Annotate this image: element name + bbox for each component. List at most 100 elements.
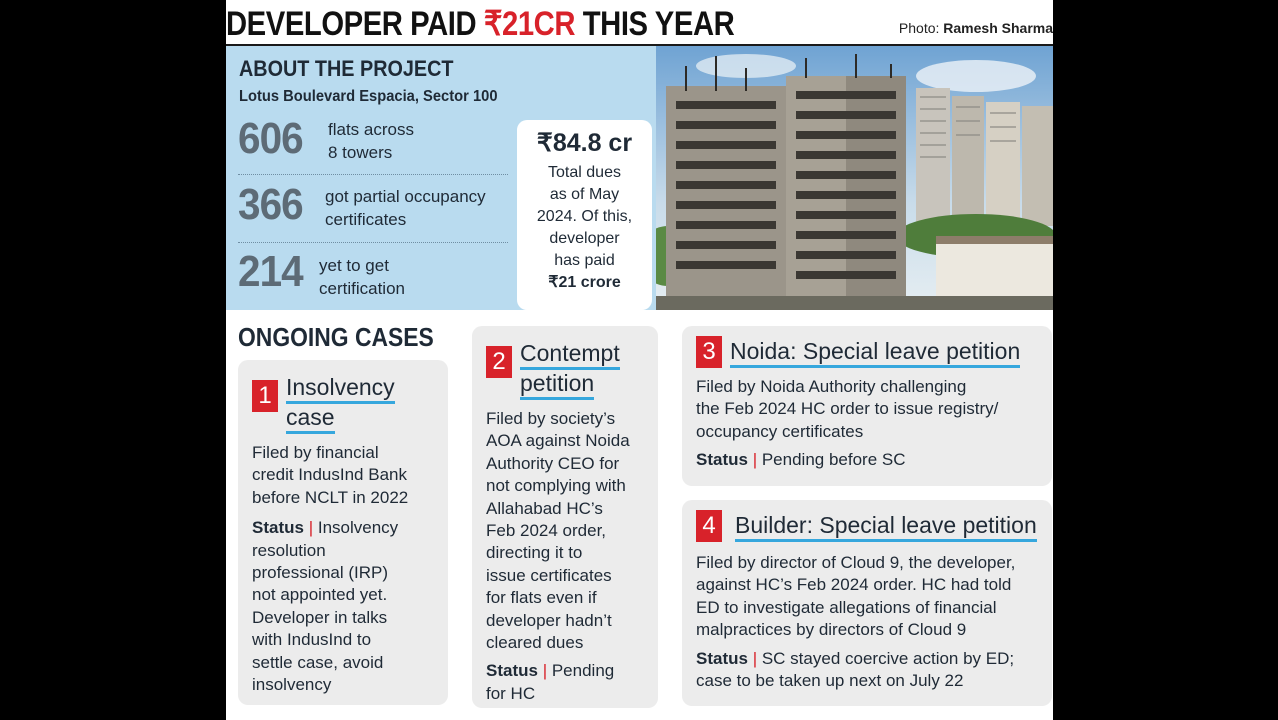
headline-highlight: ₹21CR: [483, 5, 576, 43]
status-label: Status: [252, 518, 304, 538]
case-body: Filed by society’s AOA against Noida Aut…: [486, 408, 656, 705]
stat-partial-occupancy: 366 got partial occupancy certificates: [238, 180, 508, 240]
photo-credit: Photo: Ramesh Sharma: [899, 20, 1053, 36]
case-title: Noida: Special leave petition: [730, 336, 1021, 368]
case-body-line: Authority CEO for: [486, 453, 620, 473]
total-dues-line: developer: [549, 230, 620, 247]
case-card-4: 4 Builder: Special leave petition Filed …: [682, 500, 1052, 706]
stat-divider: [238, 174, 508, 175]
project-photo: [656, 46, 1053, 310]
headline: DEVELOPER PAID ₹21CR THIS YEAR: [226, 4, 735, 44]
status-line: not appointed yet.: [252, 585, 388, 605]
headline-part2: THIS YEAR: [575, 5, 735, 43]
stat-text-line: got partial occupancy: [325, 187, 486, 206]
stat-text-line: certification: [319, 279, 405, 298]
case-body-line: against HC’s Feb 2024 order. HC had told: [696, 575, 1012, 595]
status-line: Pending before SC: [761, 450, 906, 470]
case-body-line: Allahabad HC’s: [486, 498, 603, 518]
case-body-line: Filed by Noida Authority challenging: [696, 377, 967, 396]
case-status: Status | SC stayed coercive action by ED…: [696, 648, 1046, 670]
total-dues-box: ₹84.8 cr Total dues as of May 2024. Of t…: [517, 120, 652, 310]
about-subtitle: Lotus Boulevard Espacia, Sector 100: [239, 88, 498, 105]
case-card-2: 2 Contempt petition Filed by society’s A…: [472, 326, 658, 708]
case-status: Status | Pending before SC: [696, 449, 1046, 471]
stat-number: 366: [238, 180, 304, 229]
stat-divider: [238, 242, 508, 243]
case-body-line: developer hadn’t: [486, 610, 612, 630]
case-body-line: Feb 2024 order,: [486, 521, 607, 541]
case-title-line: Builder: Special leave petition: [735, 512, 1037, 542]
status-separator: |: [303, 518, 318, 538]
case-body-line: AOA against Noida: [486, 431, 630, 451]
total-dues-paid: ₹21 crore: [548, 274, 621, 291]
about-title: ABOUT THE PROJECT: [239, 56, 454, 81]
total-dues-line: 2024. Of this,: [536, 208, 633, 225]
case-body-line: for flats even if: [486, 588, 597, 608]
photo-credit-label: Photo:: [898, 20, 944, 36]
case-card-1: 1 Insolvency case Filed by financial cre…: [238, 360, 448, 705]
status-line: Developer in talks: [252, 607, 388, 627]
case-title-line: Contempt: [520, 340, 620, 370]
case-body: Filed by financial credit IndusInd Bank …: [252, 442, 447, 696]
stat-text-line: 8 towers: [328, 143, 393, 162]
status-line: SC stayed coercive action by ED;: [761, 648, 1015, 668]
case-number-badge: 1: [252, 380, 278, 412]
status-separator: |: [537, 661, 552, 681]
status-separator: |: [747, 450, 762, 470]
status-line: settle case, avoid: [252, 652, 384, 672]
case-body-line: directing it to: [486, 543, 583, 563]
case-body-line: credit IndusInd Bank: [252, 465, 407, 485]
status-line: for HC: [486, 683, 536, 703]
total-dues-line: Total dues: [548, 164, 621, 181]
stat-flats: 606 flats across 8 towers: [238, 114, 508, 174]
header-bar: DEVELOPER PAID ₹21CR THIS YEAR Photo: Ra…: [226, 0, 1053, 46]
status-line: Insolvency: [317, 518, 399, 538]
case-status: Status | Insolvency: [252, 517, 447, 539]
status-line: professional (IRP): [252, 563, 389, 583]
case-number-badge: 4: [696, 510, 722, 542]
status-line: resolution: [252, 540, 326, 560]
total-dues-line: as of May: [549, 186, 620, 203]
status-line: Pending: [551, 661, 615, 681]
stat-text-line: flats across: [328, 120, 414, 139]
building-photo-illustration: [656, 46, 1053, 310]
status-separator: |: [747, 648, 762, 668]
case-body-line: not complying with: [486, 476, 626, 496]
case-body-line: Filed by director of Cloud 9, the develo…: [696, 553, 1016, 572]
stat-yet-to-certify: 214 yet to get certification: [238, 247, 508, 307]
status-label: Status: [696, 450, 748, 470]
case-body-line: issue certificates: [486, 565, 612, 585]
infographic-page: DEVELOPER PAID ₹21CR THIS YEAR Photo: Ra…: [226, 0, 1053, 720]
case-title: Builder: Special leave petition: [735, 510, 1037, 542]
case-body-line: Filed by society’s: [486, 409, 616, 428]
total-dues-text: Total dues as of May 2024. Of this, deve…: [517, 162, 652, 294]
case-number-badge: 3: [696, 336, 722, 368]
ongoing-cases-title: ONGOING CASES: [238, 322, 434, 352]
status-line: with IndusInd to: [252, 630, 372, 650]
case-card-3: 3 Noida: Special leave petition Filed by…: [682, 326, 1052, 486]
case-number-badge: 2: [486, 346, 512, 378]
case-status: Status | Pending: [486, 660, 656, 682]
case-body: Filed by Noida Authority challenging the…: [696, 376, 1046, 472]
case-body-line: before NCLT in 2022: [252, 487, 409, 507]
case-title-line: Noida: Special leave petition: [730, 338, 1021, 368]
headline-part1: DEVELOPER PAID: [226, 5, 484, 43]
case-body-line: Filed by financial: [252, 443, 379, 462]
stat-text-line: certificates: [325, 210, 407, 229]
total-dues-amount: ₹84.8 cr: [536, 129, 633, 157]
case-title-line: Insolvency: [286, 374, 395, 404]
case-title: Contempt petition: [520, 338, 620, 400]
total-dues-line: has paid: [554, 252, 615, 269]
status-label: Status: [696, 648, 748, 668]
stat-number: 214: [238, 247, 304, 296]
case-body-line: ED to investigate allegations of financi…: [696, 597, 997, 617]
case-body-line: occupancy certificates: [696, 421, 864, 441]
case-body-line: malpractices by directors of Cloud 9: [696, 620, 967, 640]
photo-credit-name: Ramesh Sharma: [943, 20, 1053, 36]
case-body-line: the Feb 2024 HC order to issue registry/: [696, 399, 999, 419]
status-line: insolvency: [252, 675, 332, 695]
case-title-line: case: [286, 404, 335, 434]
case-body: Filed by director of Cloud 9, the develo…: [696, 552, 1046, 692]
case-body-line: cleared dues: [486, 633, 584, 653]
status-label: Status: [486, 661, 538, 681]
